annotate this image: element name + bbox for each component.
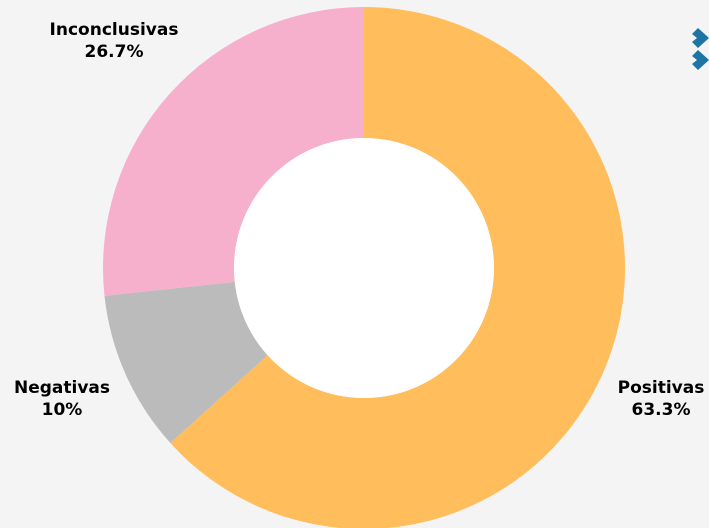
donut-hole <box>234 138 494 398</box>
slice-negativas <box>104 281 268 444</box>
brand-chevron-icon <box>692 28 709 70</box>
slice-label-inconclusivas-name: Inconclusivas <box>49 20 179 40</box>
slice-label-positivas-name: Positivas <box>617 378 705 398</box>
slice-inconclusivas <box>103 7 365 296</box>
slice-label-negativas: Negativas 10% <box>14 377 110 421</box>
slice-label-negativas-value: 10% <box>41 400 83 420</box>
slice-label-positivas-value: 63.3% <box>631 400 691 420</box>
slice-label-positivas: Positivas 63.3% <box>618 377 705 421</box>
slice-label-inconclusivas: Inconclusivas 26.7% <box>50 19 179 63</box>
slice-positivas <box>170 7 625 528</box>
slice-label-inconclusivas-value: 26.7% <box>84 42 144 62</box>
slice-label-negativas-name: Negativas <box>13 378 111 398</box>
